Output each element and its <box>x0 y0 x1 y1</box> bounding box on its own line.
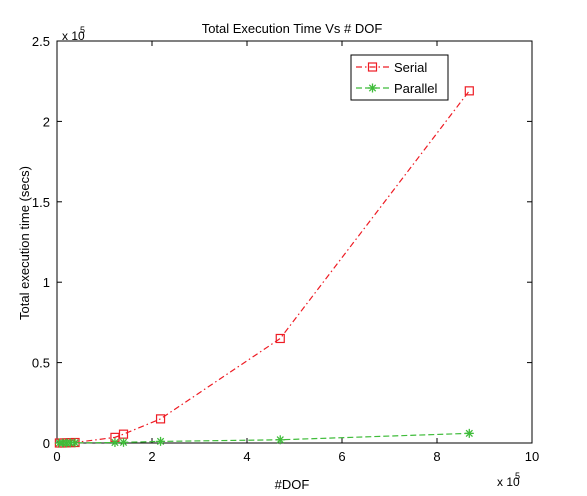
legend-marker-parallel <box>368 83 377 93</box>
y-tick-label: 2.5 <box>32 34 50 49</box>
x-multiplier-base: x 10 <box>497 475 520 489</box>
x-tick-label: 0 <box>53 449 60 464</box>
x-tick-label: 6 <box>338 449 345 464</box>
x-multiplier-exponent: 5 <box>515 471 520 481</box>
y-axis-label: Total execution time (secs) <box>17 166 32 320</box>
y-axis-multiplier: x 10 5 <box>62 25 85 43</box>
chart-title: Total Execution Time Vs # DOF <box>202 21 383 36</box>
series-layer <box>54 86 474 448</box>
y-tick-label: 0.5 <box>32 356 50 371</box>
x-axis-label: #DOF <box>275 477 310 492</box>
x-tick-label: 10 <box>525 449 539 464</box>
legend-box <box>350 54 449 101</box>
legend-entry-serial <box>356 62 389 72</box>
legend-label-parallel: Parallel <box>394 81 437 96</box>
data-point-serial <box>464 86 474 96</box>
legend-entry-parallel <box>356 83 389 93</box>
x-tick-label: 4 <box>243 449 250 464</box>
legend-label-serial: Serial <box>394 60 427 75</box>
y-multiplier-base: x 10 <box>62 29 85 43</box>
star-stroke <box>276 436 284 444</box>
x-tick-label: 2 <box>148 449 155 464</box>
axes-box <box>56 40 533 444</box>
data-point-parallel <box>156 436 166 446</box>
data-point-serial <box>275 333 285 344</box>
star-stroke <box>71 439 79 447</box>
star-stroke <box>111 438 119 447</box>
y-tick-label: 1.5 <box>32 195 50 210</box>
star-stroke <box>119 438 128 447</box>
data-point-parallel <box>464 428 474 438</box>
legend: Serial Parallel <box>350 54 449 101</box>
data-point-parallel <box>119 437 128 447</box>
data-point-parallel <box>70 438 80 448</box>
star-stroke <box>465 429 473 438</box>
legend-marker-serial <box>367 62 378 72</box>
data-point-parallel <box>275 435 285 445</box>
y-tick-label: 1 <box>43 275 50 290</box>
y-tick-label: 2 <box>43 114 50 129</box>
star-stroke <box>368 84 377 92</box>
x-axis-multiplier: x 10 5 <box>497 471 520 489</box>
y-tick-label: 0 <box>43 436 50 451</box>
x-tick-label: 8 <box>433 449 440 464</box>
tick-labels: 0 2 4 6 8 10 0 0.5 1 1.5 2 2.5 <box>32 34 539 464</box>
star-stroke <box>156 437 165 446</box>
y-multiplier-exponent: 5 <box>80 25 85 35</box>
data-point-parallel <box>110 438 120 448</box>
data-point-serial <box>155 414 166 424</box>
